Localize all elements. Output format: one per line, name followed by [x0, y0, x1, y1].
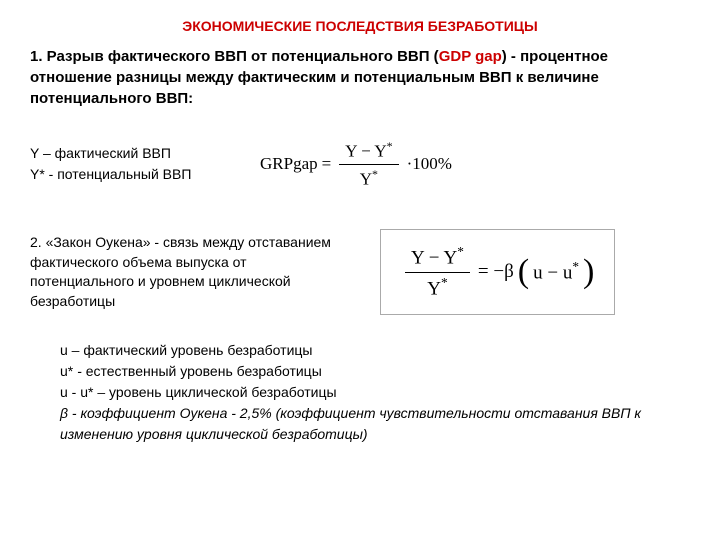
- section2-text: 2. «Закон Оукена» - связь между отставан…: [30, 233, 340, 311]
- section1-legend: Y – фактический ВВП Y* - потенциальный В…: [30, 143, 260, 185]
- slide-title: ЭКОНОМИЧЕСКИЕ ПОСЛЕДСТВИЯ БЕЗРАБОТИЦЫ: [30, 18, 690, 34]
- section2-legend: u – фактический уровень безработицы u* -…: [60, 340, 690, 445]
- formula2-denominator: Y*: [421, 273, 453, 300]
- gdp-gap-label: GDP gap: [439, 48, 502, 65]
- legend-beta: β - коэффициент Оукена - 2,5% (коэффицие…: [60, 403, 690, 445]
- gdp-gap-formula: GRPgap = Y − Y* Y* ·100%: [260, 139, 452, 189]
- section2-body: 2. «Закон Оукена» - связь между отставан…: [30, 229, 690, 315]
- formula2-rhs-prefix: = −β: [478, 261, 514, 283]
- section1-intro-prefix: 1. Разрыв фактического ВВП от потенциаль…: [30, 48, 439, 65]
- legend-ystar: Y* - потенциальный ВВП: [30, 164, 260, 185]
- section1-body: Y – фактический ВВП Y* - потенциальный В…: [30, 139, 690, 189]
- okun-formula-box: Y − Y* Y* = −β ( u − u* ): [380, 229, 615, 315]
- formula1-fraction: Y − Y* Y*: [339, 139, 398, 189]
- left-paren-icon: (: [518, 258, 529, 285]
- formula1-denominator: Y*: [354, 165, 384, 190]
- formula2-fraction: Y − Y* Y*: [405, 244, 470, 300]
- section1-intro: 1. Разрыв фактического ВВП от потенциаль…: [30, 46, 690, 109]
- legend-u: u – фактический уровень безработицы: [60, 340, 690, 361]
- legend-y: Y – фактический ВВП: [30, 143, 260, 164]
- formula1-numerator: Y − Y*: [339, 139, 398, 165]
- okun-formula: Y − Y* Y* = −β ( u − u* ): [401, 244, 594, 300]
- formula1-lhs: GRPgap: [260, 154, 318, 174]
- formula1-suffix: ·100%: [407, 154, 452, 174]
- right-paren-icon: ): [583, 258, 594, 285]
- equals-sign: =: [322, 154, 332, 174]
- formula2-inner: u − u*: [533, 259, 579, 284]
- legend-diff: u - u* – уровень циклической безработицы: [60, 382, 690, 403]
- formula2-numerator: Y − Y*: [405, 244, 470, 272]
- legend-ustar: u* - естественный уровень безработицы: [60, 361, 690, 382]
